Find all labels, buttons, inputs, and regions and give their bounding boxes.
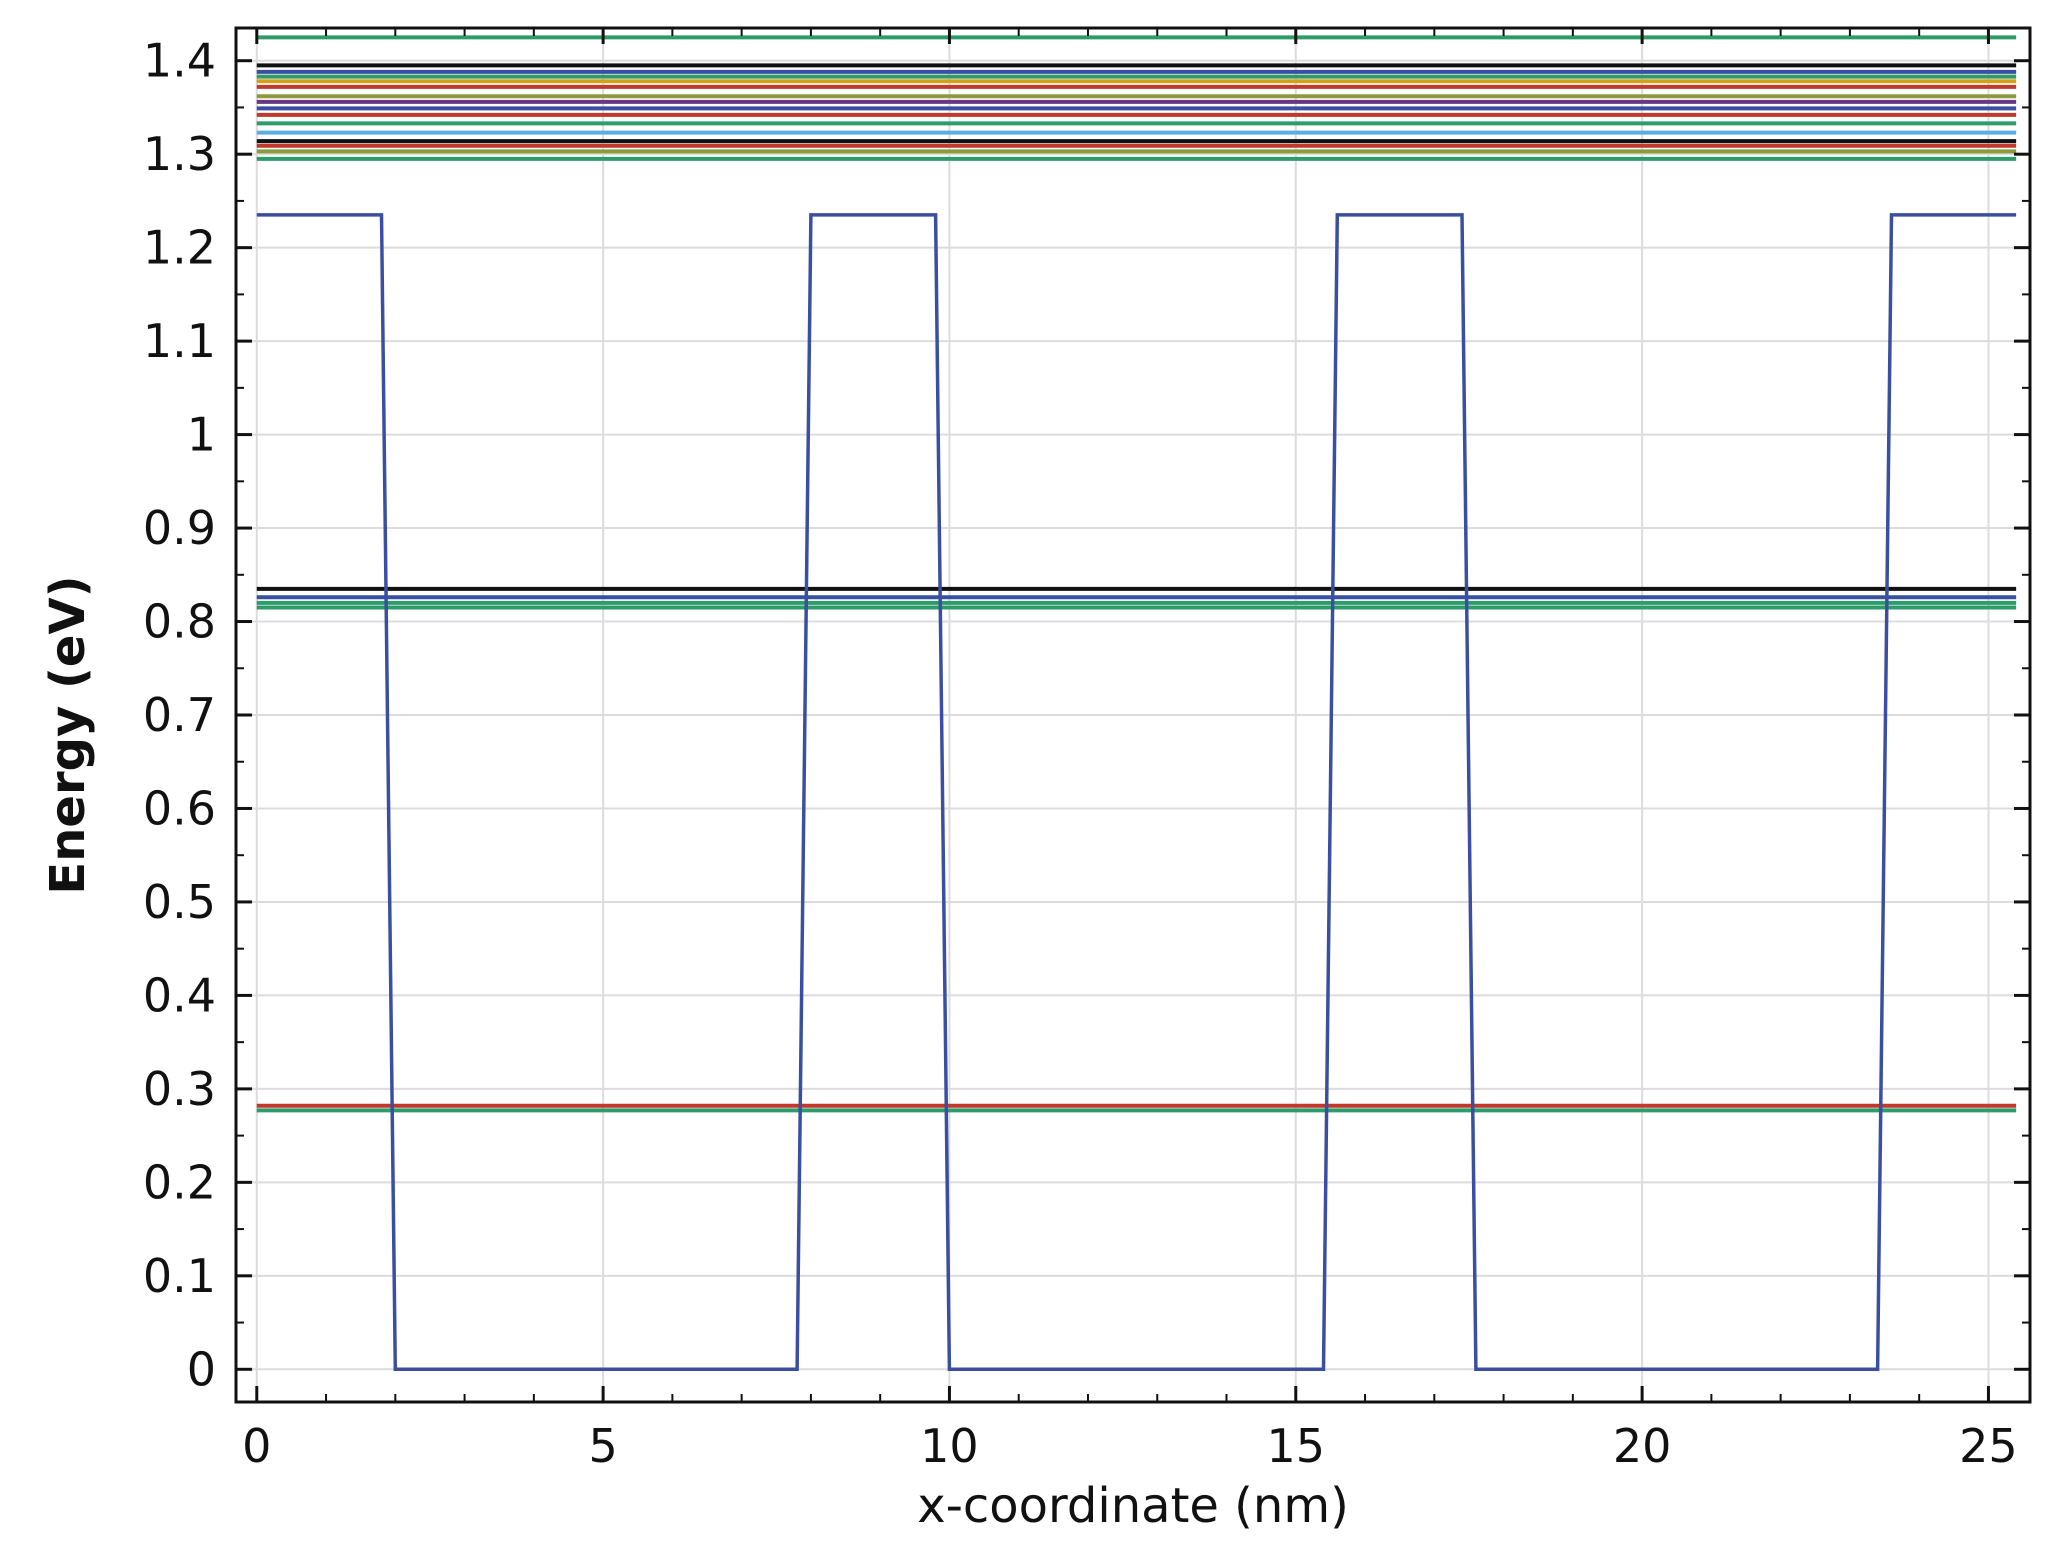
y-tick-label: 1.1 (143, 314, 216, 368)
x-tick-label: 20 (1613, 1419, 1672, 1473)
y-tick-label: 0 (187, 1342, 216, 1396)
y-tick-label: 0.7 (143, 688, 216, 742)
x-tick-label: 10 (920, 1419, 979, 1473)
y-tick-label: 0.9 (143, 501, 216, 555)
y-tick-label: 1.3 (143, 127, 216, 181)
y-tick-label: 0.1 (143, 1249, 216, 1303)
grid (236, 28, 2030, 1402)
y-tick-label: 0.3 (143, 1062, 216, 1116)
y-axis-title: Energy (eV) (40, 575, 96, 894)
potential-profile (256, 213, 2017, 1372)
tick-labels: 0 5 10 15 20 25 0 0.1 0.2 0.3 0.4 0.5 0.6 0.7 0.8 0.9 1 1… (143, 34, 2018, 1473)
y-tick-label: 0.8 (143, 595, 216, 649)
x-axis-title: x-coordinate (nm) (917, 1478, 1349, 1534)
y-tick-label: 0.6 (143, 781, 216, 835)
x-tick-label: 25 (1959, 1419, 2018, 1473)
y-tick-label: 1 (187, 408, 216, 462)
y-tick-label: 0.4 (143, 968, 216, 1022)
potential-line (256, 213, 2017, 1372)
axis-ticks (236, 28, 2030, 1402)
y-tick-label: 1.2 (143, 221, 216, 275)
energy-levels (256, 35, 2017, 1113)
y-tick-label: 1.4 (143, 34, 216, 88)
y-tick-label: 0.5 (143, 875, 216, 929)
x-tick-label: 15 (1267, 1419, 1326, 1473)
x-tick-label: 0 (242, 1419, 271, 1473)
x-tick-label: 5 (588, 1419, 617, 1473)
y-tick-label: 0.2 (143, 1155, 216, 1209)
